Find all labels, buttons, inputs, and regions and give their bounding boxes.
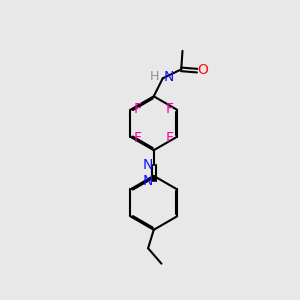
- Text: N: N: [142, 174, 152, 188]
- Text: N: N: [164, 70, 174, 84]
- Text: F: F: [165, 102, 173, 116]
- Text: F: F: [134, 131, 142, 145]
- Text: H: H: [150, 70, 159, 83]
- Text: O: O: [197, 63, 208, 77]
- Text: N: N: [142, 158, 152, 172]
- Text: F: F: [134, 102, 142, 116]
- Text: F: F: [165, 131, 173, 145]
